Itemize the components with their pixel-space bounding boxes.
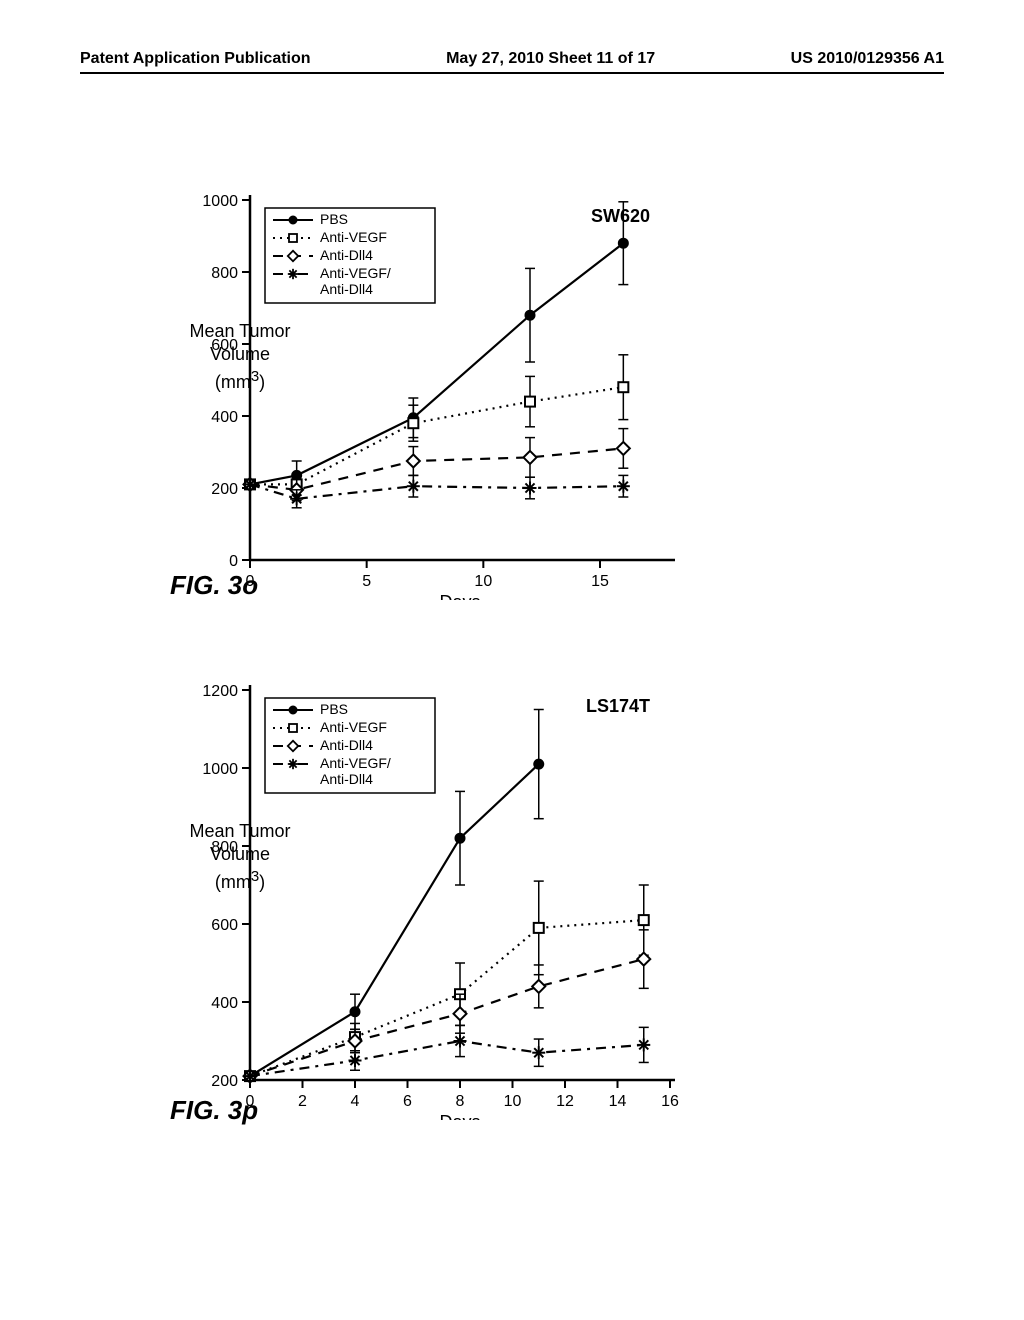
svg-text:Anti-VEGF: Anti-VEGF — [320, 229, 387, 245]
svg-text:800: 800 — [211, 265, 238, 282]
svg-text:SW620: SW620 — [591, 206, 650, 226]
header-right: US 2010/0129356 A1 — [791, 50, 944, 68]
svg-text:1000: 1000 — [202, 761, 238, 778]
svg-text:10: 10 — [504, 1093, 522, 1110]
svg-text:6: 6 — [403, 1093, 412, 1110]
svg-text:16: 16 — [661, 1093, 679, 1110]
svg-text:10: 10 — [474, 573, 492, 590]
header-left: Patent Application Publication — [80, 50, 311, 68]
svg-text:8: 8 — [456, 1093, 465, 1110]
svg-text:800: 800 — [211, 839, 238, 856]
svg-text:Days: Days — [439, 1112, 480, 1120]
page: Patent Application Publication May 27, 2… — [0, 0, 1024, 1320]
svg-text:2: 2 — [298, 1093, 307, 1110]
svg-text:600: 600 — [211, 337, 238, 354]
svg-text:14: 14 — [609, 1093, 627, 1110]
svg-text:LS174T: LS174T — [586, 696, 650, 716]
svg-text:Days: Days — [439, 592, 480, 600]
svg-text:PBS: PBS — [320, 211, 348, 227]
svg-text:PBS: PBS — [320, 701, 348, 717]
svg-text:0: 0 — [246, 573, 255, 590]
chart-ls174t: 200 400 600 800 1000 1200 0 2 4 6 8 10 12 14 16 Days LS1… — [170, 670, 690, 1120]
svg-text:Anti-VEGF/: Anti-VEGF/ — [320, 755, 391, 771]
svg-text:200: 200 — [211, 481, 238, 498]
svg-text:400: 400 — [211, 995, 238, 1012]
svg-text:Anti-Dll4: Anti-Dll4 — [320, 281, 373, 297]
svg-text:Anti-Dll4: Anti-Dll4 — [320, 247, 373, 263]
svg-text:0: 0 — [246, 1093, 255, 1110]
svg-text:4: 4 — [351, 1093, 360, 1110]
header-center: May 27, 2010 Sheet 11 of 17 — [446, 50, 655, 68]
chart-svg-p: 200 400 600 800 1000 1200 0 2 4 6 8 10 12 14 16 Days LS1… — [170, 670, 690, 1120]
svg-text:Anti-VEGF: Anti-VEGF — [320, 719, 387, 735]
svg-text:Anti-Dll4: Anti-Dll4 — [320, 771, 373, 787]
svg-text:200: 200 — [211, 1073, 238, 1090]
chart-sw620: 0 200 400 600 800 1000 0 5 10 15 Days SW620 PBS Anti-… — [170, 180, 690, 600]
chart-svg-o: 0 200 400 600 800 1000 0 5 10 15 Days SW620 PBS Anti-… — [170, 180, 690, 600]
svg-text:1000: 1000 — [202, 193, 238, 210]
svg-text:Anti-Dll4: Anti-Dll4 — [320, 737, 373, 753]
svg-text:400: 400 — [211, 409, 238, 426]
svg-text:1200: 1200 — [202, 683, 238, 700]
svg-text:5: 5 — [362, 573, 371, 590]
svg-text:0: 0 — [229, 553, 238, 570]
svg-text:12: 12 — [556, 1093, 574, 1110]
svg-text:15: 15 — [591, 573, 609, 590]
page-header: Patent Application Publication May 27, 2… — [80, 50, 944, 74]
svg-text:600: 600 — [211, 917, 238, 934]
svg-text:Anti-VEGF/: Anti-VEGF/ — [320, 265, 391, 281]
